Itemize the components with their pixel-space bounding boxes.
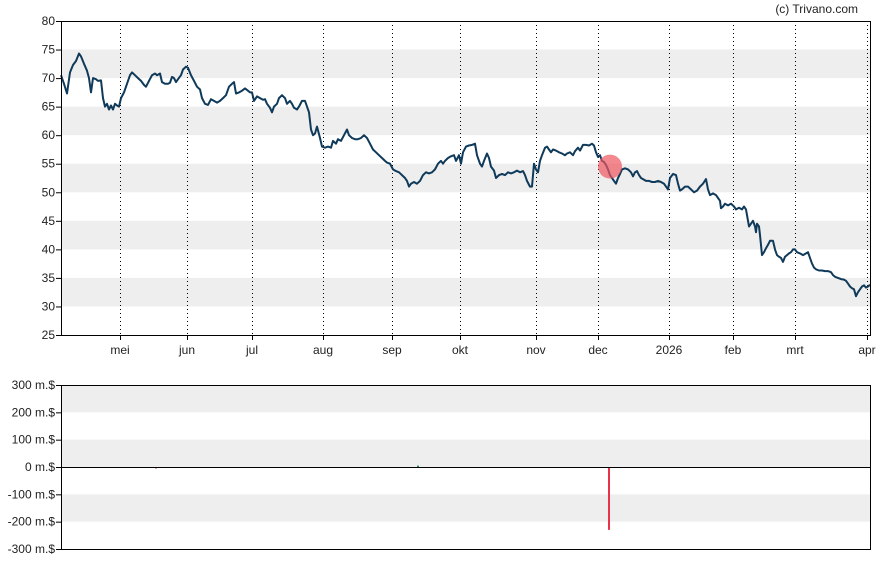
x-tick-label: jun xyxy=(178,343,195,357)
y-tick-label: 70 xyxy=(42,71,56,85)
price-band xyxy=(61,163,870,193)
volume-band xyxy=(61,439,870,467)
volume-y-axis-ticks: 300 m.$ 200 m.$ 100 m.$ 0 m.$ -100 m.$ -200 m… xyxy=(8,378,61,556)
x-tick-label: nov xyxy=(526,343,545,357)
volume-bar[interactable] xyxy=(417,465,419,468)
y-tick-label: 75 xyxy=(42,43,56,57)
x-tick-label: jul xyxy=(245,343,258,357)
price-chart-axes xyxy=(61,21,871,336)
volume-bar[interactable] xyxy=(608,467,610,530)
y-tick-label: 30 xyxy=(42,299,56,313)
volume-chart-axes xyxy=(61,385,871,550)
y-tick-label: 65 xyxy=(42,100,56,114)
volume-band xyxy=(61,385,870,413)
price-band xyxy=(61,277,870,307)
y-tick-label: 25 xyxy=(42,328,56,342)
y-tick-label: 55 xyxy=(42,157,56,171)
event-marker xyxy=(598,154,622,179)
x-tick-label: mrt xyxy=(786,343,804,357)
volume-y-tick-label: -100 m.$ xyxy=(8,487,56,501)
volume-y-tick-label: -200 m.$ xyxy=(8,515,56,529)
x-tick-label: mei xyxy=(110,343,129,357)
y-tick-label: 60 xyxy=(42,128,56,142)
price-polyline xyxy=(60,52,871,298)
event-marker-circle[interactable] xyxy=(598,154,622,179)
volume-y-tick-label: 200 m.$ xyxy=(12,405,56,419)
price-x-axis-ticks: mei jun jul aug sep okt nov dec 2026 feb mrt apr xyxy=(110,335,876,357)
y-tick-label: 35 xyxy=(42,271,56,285)
price-chart-month-gridlines xyxy=(120,21,868,335)
price-band xyxy=(61,49,870,79)
volume-y-tick-label: 300 m.$ xyxy=(12,378,56,392)
volume-y-tick-label: 0 m.$ xyxy=(25,460,55,474)
price-chart-bands xyxy=(61,49,870,307)
y-tick-label: 40 xyxy=(42,242,56,256)
x-tick-label: sep xyxy=(382,343,402,357)
x-tick-label: apr xyxy=(858,343,875,357)
x-tick-label: aug xyxy=(313,343,333,357)
volume-band xyxy=(61,494,870,522)
x-tick-label: dec xyxy=(588,343,607,357)
copyright-label: (c) Trivano.com xyxy=(775,2,858,16)
x-tick-label: 2026 xyxy=(656,343,683,357)
price-band xyxy=(61,106,870,136)
price-frame xyxy=(61,21,871,336)
price-band xyxy=(61,220,870,250)
y-tick-label: 45 xyxy=(42,214,56,228)
x-tick-label: feb xyxy=(725,343,742,357)
price-line xyxy=(60,52,871,298)
volume-y-tick-label: -300 m.$ xyxy=(8,542,56,556)
volume-y-tick-label: 100 m.$ xyxy=(12,433,56,447)
y-tick-label: 50 xyxy=(42,185,56,199)
y-tick-label: 80 xyxy=(42,14,56,28)
volume-chart-bands xyxy=(61,385,870,522)
price-y-axis-ticks: 25 30 35 40 45 50 55 60 65 70 75 80 xyxy=(42,14,61,342)
x-tick-label: okt xyxy=(452,343,469,357)
